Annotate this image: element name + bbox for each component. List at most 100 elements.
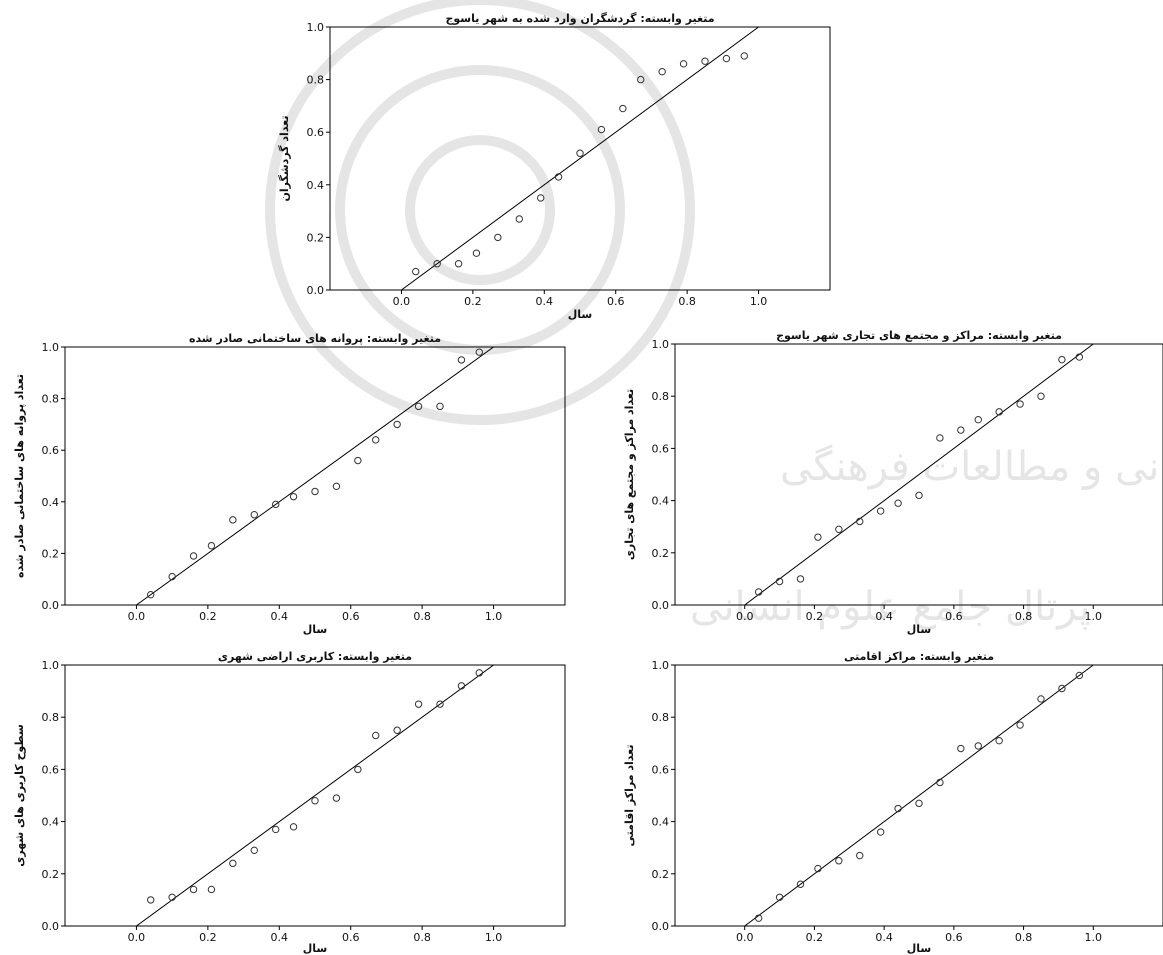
data-point (876, 828, 885, 836)
data-point (189, 552, 198, 560)
data-point (147, 590, 155, 599)
data-point (1016, 721, 1024, 729)
data-point (475, 669, 483, 677)
data-point (701, 57, 709, 65)
y-tick-label: 1.0 (42, 659, 60, 672)
data-point (393, 420, 401, 429)
data-point (957, 426, 965, 434)
data-point (289, 823, 298, 831)
chart-commercial_centers: 0.0 0.2 0.4 0.6 0.8 1.0 0.0 0.2 0.4 0.6 0.8 1.0 متغی… (623, 329, 1163, 636)
plot-area (64, 346, 566, 606)
x-tick-label: 1.0 (750, 295, 768, 308)
chart-title: متغیر وابسته: گردشگران وارد شده به شهر ی… (445, 12, 714, 26)
data-point (658, 68, 666, 76)
x-tick-label: 1.0 (1085, 610, 1103, 623)
data-point (168, 572, 176, 581)
data-point (475, 348, 483, 356)
y-tick-label: 0.8 (42, 393, 60, 406)
data-point (637, 75, 645, 84)
y-tick-label: 0.0 (307, 284, 325, 297)
data-point (147, 896, 155, 904)
data-point (311, 487, 319, 496)
x-tick-label: 0.8 (1015, 931, 1033, 944)
data-point (740, 52, 748, 60)
reference-line (136, 665, 494, 926)
data-point (354, 456, 362, 465)
x-axis-label: سال (568, 308, 593, 321)
chart-title: متغیر وابسته: مراکز و مجتمع های تجاری شه… (776, 329, 1062, 343)
data-point (936, 434, 944, 442)
x-tick-label: 0.8 (678, 295, 696, 308)
y-tick-label: 0.4 (652, 816, 670, 829)
chart-title: متغیر وابسته: مراکز اقامتی (844, 650, 994, 663)
y-axis-label: تعداد مراکز اقامتی (623, 745, 636, 847)
data-point (796, 880, 805, 888)
data-point (207, 541, 216, 550)
data-point (372, 731, 380, 740)
data-point (436, 402, 444, 411)
y-axis-label: تعداد گردشگران (278, 115, 291, 201)
y-tick-label: 0.0 (42, 599, 60, 612)
x-tick-label: 0.0 (393, 295, 411, 308)
y-tick-label: 0.2 (652, 868, 670, 881)
x-tick-label: 0.6 (342, 931, 360, 944)
y-tick-label: 0.4 (42, 816, 60, 829)
data-point (1037, 392, 1045, 400)
data-point (272, 500, 280, 509)
chart-accommodation: 0.0 0.2 0.4 0.6 0.8 1.0 0.0 0.2 0.4 0.6 0.8 1.0 متغی… (623, 650, 1163, 955)
y-tick-label: 0.4 (652, 495, 670, 508)
plot-area (674, 664, 1163, 927)
data-point (1037, 695, 1045, 703)
y-tick-label: 0.6 (652, 442, 670, 455)
y-tick-label: 1.0 (307, 21, 325, 34)
x-tick-label: 0.0 (736, 931, 754, 944)
y-tick-label: 0.2 (307, 231, 325, 244)
charts: 0.0 0.2 0.4 0.6 0.8 1.0 0.0 0.2 0.4 0.6 0.8 1.0 متغی… (13, 12, 1163, 955)
data-point (272, 825, 280, 834)
x-tick-label: 0.0 (736, 610, 754, 623)
reference-line (401, 27, 759, 290)
y-tick-label: 0.0 (652, 599, 670, 612)
y-tick-label: 0.0 (42, 920, 60, 933)
data-point (414, 402, 423, 411)
x-tick-label: 0.0 (128, 931, 146, 944)
x-tick-label: 0.2 (806, 931, 824, 944)
y-axis-label: تعداد مراکز و مجتمع های تجاری (623, 389, 636, 560)
data-point (554, 173, 563, 181)
data-point (332, 794, 341, 802)
data-point (1075, 353, 1084, 361)
data-point (722, 54, 731, 63)
watermark: پژوهشگاه علوم انسانی و مطالعات فرهنگی پر… (265, 0, 1163, 630)
y-tick-label: 0.2 (652, 547, 670, 560)
data-point (974, 742, 982, 750)
data-point (229, 516, 237, 524)
data-point (856, 851, 864, 860)
y-tick-label: 0.8 (652, 711, 670, 724)
y-tick-label: 0.6 (42, 763, 60, 776)
data-point (433, 260, 441, 268)
data-point (332, 482, 341, 491)
x-axis-label: سال (907, 623, 932, 636)
data-point (775, 577, 784, 586)
reference-line (744, 665, 1094, 926)
chart-building_permits: 0.0 0.2 0.4 0.6 0.8 1.0 0.0 0.2 0.4 0.6 0.8 1.0 متغی… (13, 332, 566, 636)
data-point (796, 575, 805, 583)
y-tick-label: 1.0 (42, 341, 60, 354)
chart-title: متغیر وابسته: کاربری اراضی شهری (218, 650, 412, 663)
data-point (894, 499, 902, 507)
y-tick-label: 0.6 (42, 444, 60, 457)
y-tick-label: 1.0 (652, 338, 670, 351)
data-point (412, 267, 420, 276)
x-tick-label: 0.2 (199, 931, 217, 944)
y-tick-label: 0.8 (652, 390, 670, 403)
data-point (354, 765, 362, 774)
x-tick-label: 0.4 (875, 610, 893, 623)
x-axis-label: سال (907, 942, 932, 955)
data-point (494, 233, 502, 242)
data-point (619, 104, 627, 113)
y-axis-label: سطوح کاربری های شهری (13, 724, 26, 867)
data-point (915, 799, 923, 808)
watermark-text-line2: پرتال جامع علوم انسانی (690, 584, 1091, 630)
x-axis-label: سال (303, 623, 328, 636)
